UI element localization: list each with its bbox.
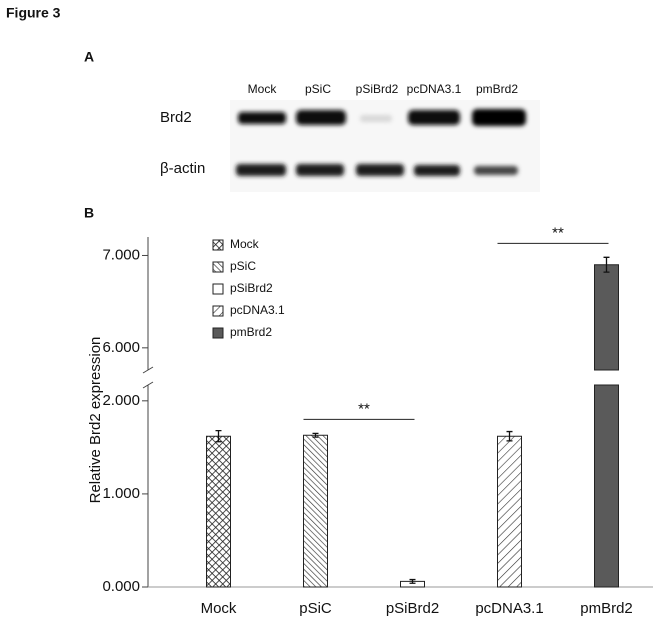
band [238, 112, 286, 124]
lane-label: pcDNA3.1 [407, 82, 462, 96]
axis-break [142, 381, 154, 389]
lane-label: pSiBrd2 [356, 82, 399, 96]
legend-swatch [212, 305, 224, 317]
row-label: Brd2 [160, 109, 192, 126]
band [472, 109, 526, 126]
band [356, 164, 404, 176]
band [296, 110, 346, 125]
legend-label: pSiBrd2 [230, 281, 273, 295]
error-bar [409, 578, 416, 584]
lane-label: pSiC [305, 82, 331, 96]
y-tick-label: 7.000 [102, 246, 140, 263]
error-bar [506, 430, 513, 442]
legend-label: Mock [230, 237, 260, 251]
bar [497, 435, 522, 588]
bar [303, 434, 328, 588]
significance-label: ** [358, 400, 370, 417]
legend-label: pmBrd2 [230, 325, 272, 339]
x-tick-label: Mock [201, 600, 237, 617]
x-tick-label: pmBrd2 [580, 600, 633, 617]
x-tick-label: pSiBrd2 [386, 600, 439, 617]
legend-label: pSiC [230, 259, 256, 273]
y-tick-label: 6.000 [102, 339, 140, 356]
row-label: β-actin [160, 160, 205, 177]
bar [400, 580, 425, 588]
y-tick-label: 2.000 [102, 392, 140, 409]
blot [230, 100, 540, 192]
band [414, 165, 460, 176]
error-bar [312, 432, 319, 438]
y-tick-label: 0.000 [102, 578, 140, 595]
figure-title: Figure 3 [6, 5, 61, 21]
band [296, 164, 344, 176]
legend-swatch [212, 327, 224, 339]
lane-label: pmBrd2 [476, 82, 518, 96]
legend-swatch [212, 239, 224, 251]
error-bar [215, 429, 222, 443]
band [236, 164, 286, 176]
band [408, 110, 460, 125]
band [360, 115, 392, 122]
x-tick-label: pcDNA3.1 [475, 600, 543, 617]
legend-swatch [212, 261, 224, 273]
axis-break [142, 366, 154, 374]
band [474, 166, 518, 175]
legend-swatch [212, 283, 224, 295]
legend-label: pcDNA3.1 [230, 303, 285, 317]
y-tick-label: 1.000 [102, 485, 140, 502]
panel-label: A [84, 49, 94, 65]
bar [594, 264, 619, 588]
significance-label: ** [552, 224, 564, 241]
lane-label: Mock [248, 82, 278, 96]
y-axis-label: Relative Brd2 expression [87, 337, 104, 504]
bar [206, 435, 231, 588]
x-tick-label: pSiC [299, 600, 332, 617]
panel-label: B [84, 205, 94, 221]
error-bar [603, 256, 610, 273]
